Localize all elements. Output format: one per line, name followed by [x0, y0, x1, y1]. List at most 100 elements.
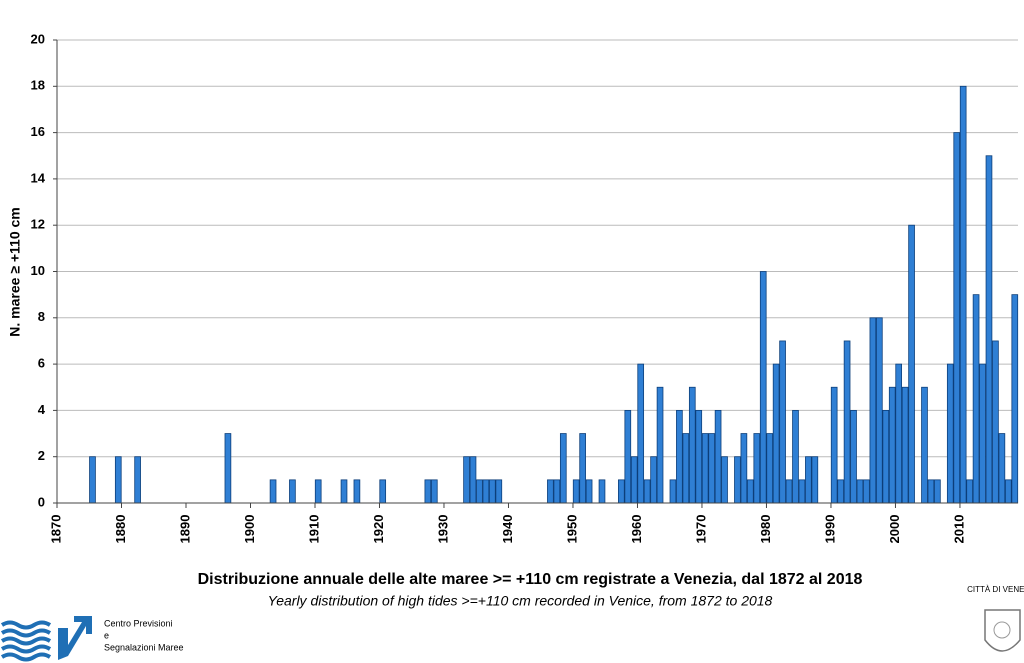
bar [998, 433, 1006, 504]
bar [585, 479, 593, 504]
bar [572, 479, 580, 504]
bar [798, 479, 806, 504]
logo-waves [0, 620, 52, 662]
bar [921, 386, 928, 504]
bar [269, 479, 277, 504]
crest-shield [984, 609, 1021, 652]
y-tick-label: 14 [31, 170, 46, 185]
bar [734, 456, 741, 504]
bar [966, 479, 973, 504]
x-tick-label: 1960 [629, 515, 644, 544]
bar [701, 433, 709, 504]
bar [805, 456, 812, 504]
bar [972, 294, 980, 504]
bar [430, 479, 438, 504]
logo-arrow [58, 616, 92, 660]
bar [766, 433, 774, 504]
bar [779, 340, 786, 504]
bar [979, 363, 986, 504]
bar [688, 386, 696, 504]
x-tick-label: 1940 [500, 515, 515, 544]
bar [888, 386, 896, 504]
x-tick-label: 1980 [758, 515, 773, 544]
bar [946, 363, 954, 504]
bar [792, 409, 799, 504]
bar [579, 433, 586, 504]
bar [830, 386, 838, 504]
crest-emblem [993, 621, 1011, 639]
y-axis-label: N. maree ≥ +110 cm [7, 207, 23, 337]
bar [598, 479, 606, 504]
y-tick-label: 8 [38, 309, 45, 324]
bar [753, 433, 761, 504]
bar [463, 456, 470, 504]
bar [630, 456, 638, 504]
x-tick-label: 1910 [306, 515, 321, 544]
bar [895, 363, 903, 504]
bar [869, 317, 877, 504]
bar [927, 479, 935, 504]
bar [314, 479, 322, 504]
chart-subtitle: Yearly distribution of high tides >=+110… [268, 593, 773, 609]
bar [340, 479, 348, 504]
x-tick-label: 1900 [242, 515, 257, 544]
bar [624, 409, 632, 504]
bar [721, 456, 728, 504]
x-tick-label: 1920 [371, 515, 386, 544]
logo-text: Centro Previsioni [104, 618, 173, 628]
bar [759, 271, 767, 504]
bar [676, 409, 683, 504]
bar [618, 479, 625, 504]
bar [669, 479, 677, 504]
bar [559, 433, 567, 504]
bar [772, 363, 780, 504]
bar [547, 479, 554, 504]
bar [656, 386, 664, 504]
y-tick-label: 20 [31, 31, 45, 46]
bar [843, 340, 851, 504]
y-tick-label: 4 [38, 402, 46, 417]
bar [747, 479, 754, 504]
bar [482, 479, 490, 504]
x-tick-label: 1870 [48, 515, 63, 544]
bar [959, 85, 967, 504]
y-tick-label: 6 [38, 356, 45, 371]
logo-text: e [104, 630, 109, 640]
bar [424, 479, 432, 504]
bar [134, 456, 141, 504]
logo: Centro Previsioni e Segnalazioni Maree [0, 616, 184, 662]
x-tick-label: 1880 [113, 515, 128, 544]
bar [837, 479, 844, 504]
bar [695, 409, 703, 504]
crest-text: CITTÀ DI VENEZIA [967, 585, 1024, 594]
x-tick-label: 1930 [435, 515, 450, 544]
bar [89, 456, 96, 504]
bar [495, 479, 503, 504]
y-tick-label: 2 [38, 448, 45, 463]
bar [114, 456, 122, 504]
bar [850, 409, 857, 504]
bar [708, 433, 715, 504]
bar [476, 479, 483, 504]
bar [224, 433, 232, 504]
bar [876, 317, 883, 504]
bar [901, 386, 909, 504]
x-tick-label: 2000 [887, 515, 902, 544]
crest: CITTÀ DI VENEZIA [967, 585, 1024, 652]
bar [489, 479, 496, 504]
chart-title: Distribuzione annuale delle alte maree >… [198, 571, 863, 588]
y-tick-label: 16 [31, 124, 45, 139]
bar [643, 479, 651, 504]
bar [785, 479, 793, 504]
bar [740, 433, 748, 504]
y-tick-label: 12 [31, 217, 45, 232]
bar [811, 456, 819, 504]
bar [682, 433, 690, 504]
y-tick-label: 0 [38, 494, 45, 509]
bar [353, 479, 361, 504]
x-tick-label: 1970 [693, 515, 708, 544]
x-tick-label: 1890 [177, 515, 192, 544]
bar [1011, 294, 1019, 504]
bar [908, 224, 915, 504]
